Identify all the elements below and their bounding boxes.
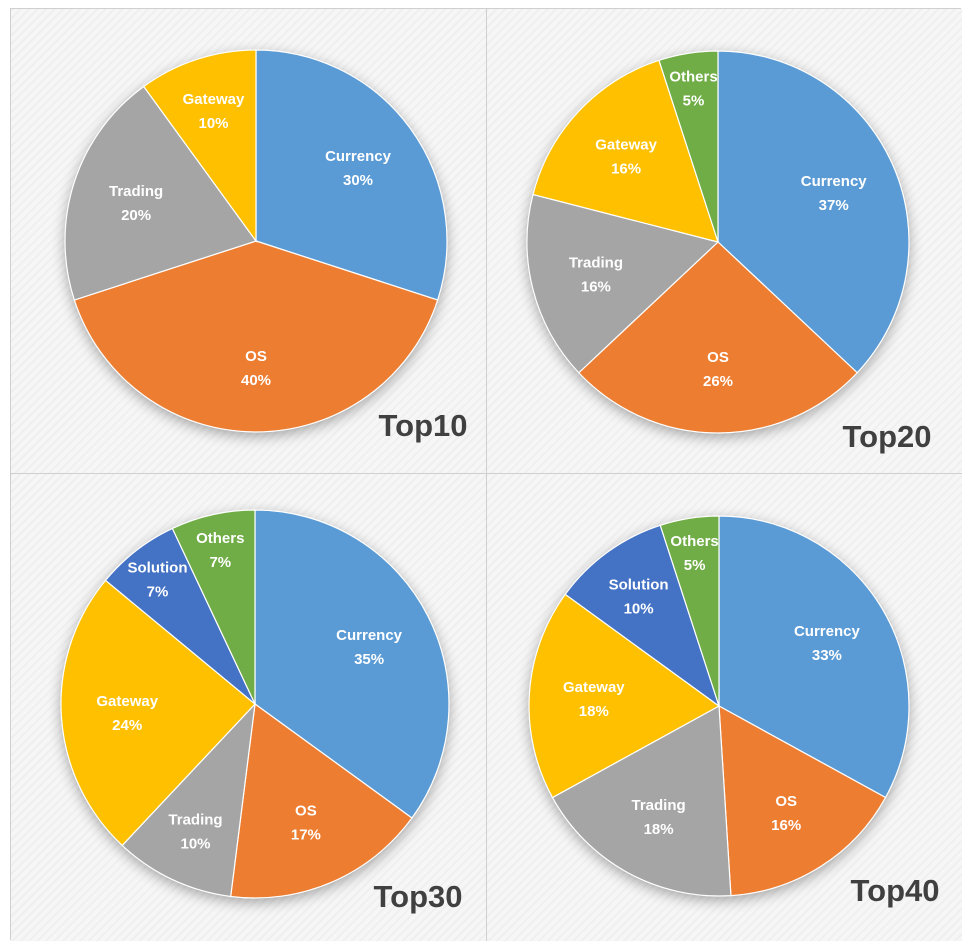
slice-value-trading: 18% — [644, 821, 674, 838]
slice-value-solution: 10% — [624, 600, 654, 617]
slice-value-solution: 7% — [147, 583, 169, 600]
pie-panel-top40: Currency 33% OS 16% Trading 18% Gateway 18% Solu… — [487, 474, 962, 941]
pie-slice-gateway — [532, 59, 719, 243]
slice-value-os: 40% — [241, 372, 271, 389]
slice-value-gateway: 16% — [611, 161, 641, 178]
slice-value-currency: 37% — [819, 197, 849, 214]
slice-label-os: OS — [245, 348, 267, 365]
slice-label-trading: Trading — [569, 254, 623, 271]
slice-value-others: 5% — [683, 92, 705, 109]
pie-slice-currency — [718, 515, 910, 799]
pie-slice-others — [658, 50, 719, 243]
slice-label-others: Others — [670, 533, 718, 550]
slice-label-os: OS — [707, 349, 729, 366]
slice-value-os: 17% — [291, 827, 321, 844]
pie-chart-top30: Currency 35% OS 17% Trading 10% Gateway 24% Solu… — [60, 509, 463, 914]
pie-slice-gateway — [142, 49, 257, 243]
slice-value-trading: 10% — [180, 835, 210, 852]
pie-slice-os — [718, 704, 887, 897]
pie-panel-top20: Currency 37% OS 26% Trading 16% Gateway 16% Othe… — [487, 9, 962, 474]
slice-label-trading: Trading — [632, 797, 686, 814]
pie-slice-os — [230, 702, 413, 899]
slice-value-trading: 20% — [121, 207, 151, 224]
slice-label-others: Others — [196, 530, 244, 547]
pie-chart-top10: Currency 30% OS 40% Trading 20% Gateway 10% Top1… — [64, 49, 468, 443]
chart-title: Top10 — [379, 408, 468, 443]
slice-label-gateway: Gateway — [96, 693, 158, 710]
slice-label-solution: Solution — [128, 559, 188, 576]
pie-slice-currency — [717, 50, 910, 374]
pie-chart-top40: Currency 33% OS 16% Trading 18% Gateway 18% Solu… — [528, 515, 940, 908]
slice-value-currency: 35% — [354, 651, 384, 668]
slice-label-currency: Currency — [801, 173, 868, 190]
slice-value-currency: 30% — [343, 172, 373, 189]
slice-value-gateway: 18% — [579, 703, 609, 720]
chart-title: Top30 — [374, 879, 463, 914]
pie-slice-trading — [64, 85, 257, 301]
pie-slice-gateway — [528, 593, 721, 799]
slice-value-others: 7% — [209, 554, 231, 571]
pie-chart-grid: Currency 30% OS 40% Trading 20% Gateway 10% Top1… — [10, 8, 962, 941]
slice-label-trading: Trading — [168, 811, 222, 828]
slice-value-others: 5% — [684, 557, 706, 574]
slice-label-gateway: Gateway — [183, 91, 245, 108]
slice-label-gateway: Gateway — [595, 137, 657, 154]
pie-slice-currency — [255, 49, 448, 301]
pie-slice-gateway — [60, 579, 256, 847]
slice-value-os: 26% — [703, 373, 733, 390]
pie-slice-currency — [254, 509, 450, 819]
slice-value-gateway: 24% — [112, 717, 142, 734]
slice-label-others: Others — [669, 68, 717, 85]
slice-label-currency: Currency — [325, 148, 392, 165]
pie-slice-os — [577, 241, 859, 434]
slice-label-os: OS — [295, 803, 317, 820]
slice-label-trading: Trading — [109, 183, 163, 200]
slice-value-gateway: 10% — [198, 115, 228, 132]
pie-slice-os — [73, 240, 439, 433]
pie-chart-top20: Currency 37% OS 26% Trading 16% Gateway 16% Othe… — [526, 50, 932, 454]
pie-slice-trading — [551, 705, 732, 897]
slice-label-currency: Currency — [336, 627, 403, 644]
slice-label-gateway: Gateway — [563, 679, 625, 696]
pie-panel-top30: Currency 35% OS 17% Trading 10% Gateway 24% Solu… — [11, 474, 487, 941]
slice-value-os: 16% — [771, 817, 801, 834]
pie-panel-top10: Currency 30% OS 40% Trading 20% Gateway 10% Top1… — [11, 9, 487, 474]
pie-slice-solution — [564, 524, 721, 708]
chart-title: Top40 — [851, 873, 940, 908]
pie-slice-others — [171, 509, 256, 705]
pie-slice-trading — [121, 702, 256, 898]
slice-label-currency: Currency — [794, 623, 861, 640]
slice-label-solution: Solution — [609, 576, 669, 593]
pie-slice-others — [659, 515, 720, 707]
chart-title: Top20 — [843, 419, 932, 454]
slice-label-os: OS — [775, 793, 797, 810]
slice-value-currency: 33% — [812, 647, 842, 664]
pie-slice-trading — [526, 193, 720, 374]
slice-value-trading: 16% — [581, 278, 611, 295]
